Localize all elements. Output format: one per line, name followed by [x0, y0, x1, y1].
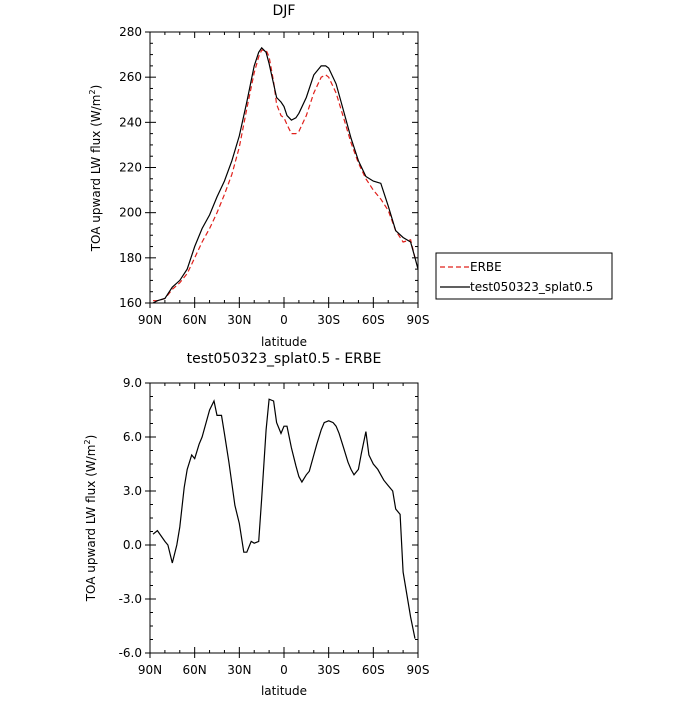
bottom-y-tick-label: 0.0	[123, 538, 142, 552]
bottom-y-tick-label: -3.0	[119, 592, 142, 606]
top-x-tick-label: 60N	[183, 313, 207, 327]
bottom-y-tick-label: 6.0	[123, 430, 142, 444]
bottom-y-tick-label: 3.0	[123, 484, 142, 498]
top-x-tick-label: 30S	[317, 313, 340, 327]
top-x-ticks: 90N 60N 30N 0 30S 60S 90S	[138, 32, 430, 327]
top-x-axis-label: latitude	[261, 335, 307, 349]
top-y-tick-label: 280	[119, 25, 142, 39]
bottom-y-tick-label: 9.0	[123, 376, 142, 390]
bottom-x-tick-label: 30N	[227, 663, 251, 677]
top-panel: DJF 160 180 200 220 240 260 280 90N 60N 30N 0 30S 6…	[88, 3, 613, 349]
bottom-x-tick-label: 90S	[407, 663, 430, 677]
top-y-tick-label: 160	[119, 296, 142, 310]
top-plot-frame	[149, 31, 419, 304]
bottom-x-tick-label: 30S	[317, 663, 340, 677]
top-y-axis-label: TOA upward LW flux (W/m2)	[88, 85, 103, 253]
bottom-chart-title: test050323_splat0.5 - ERBE	[187, 351, 382, 367]
bottom-x-ticks: 90N 60N 30N 0 30S 60S 90S	[138, 383, 430, 677]
top-x-tick-label: 90S	[407, 313, 430, 327]
legend-test-label: test050323_splat0.5	[470, 280, 593, 294]
top-series-line-test050323-splat0-5	[152, 46, 419, 304]
bottom-x-tick-label: 60N	[183, 663, 207, 677]
top-x-tick-label: 0	[280, 313, 288, 327]
top-series-line-erbe	[153, 49, 416, 302]
bottom-panel: test050323_splat0.5 - ERBE -6.0 -3.0 0.0 3.…	[83, 351, 429, 698]
bottom-x-axis-label: latitude	[261, 684, 307, 698]
bottom-x-tick-label: 60S	[362, 663, 385, 677]
top-y-tick-label: 180	[119, 251, 142, 265]
legend-box	[435, 252, 613, 300]
top-x-tick-label: 90N	[138, 313, 162, 327]
legend-erbe-label: ERBE	[470, 260, 502, 274]
bottom-x-tick-label: 90N	[138, 663, 162, 677]
top-y-ticks: 160 180 200 220 240 260 280	[119, 25, 418, 310]
top-x-tick-label: 60S	[362, 313, 385, 327]
bottom-series-lines	[152, 398, 416, 639]
bottom-series-line-0	[152, 398, 416, 639]
legend: ERBE test050323_splat0.5	[435, 252, 613, 300]
top-y-tick-label: 220	[119, 161, 142, 175]
top-x-tick-label: 30N	[227, 313, 251, 327]
bottom-x-tick-label: 0	[280, 663, 288, 677]
bottom-plot-frame	[149, 382, 419, 654]
bottom-y-axis-label: TOA upward LW flux (W/m2)	[83, 435, 98, 603]
top-y-tick-label: 200	[119, 206, 142, 220]
top-chart-title: DJF	[273, 3, 296, 19]
bottom-y-tick-label: -6.0	[119, 646, 142, 660]
top-y-tick-label: 260	[119, 70, 142, 84]
bottom-y-ticks: -6.0 -3.0 0.0 3.0 6.0 9.0	[119, 376, 418, 660]
top-series-lines	[152, 46, 419, 304]
top-y-tick-label: 240	[119, 115, 142, 129]
